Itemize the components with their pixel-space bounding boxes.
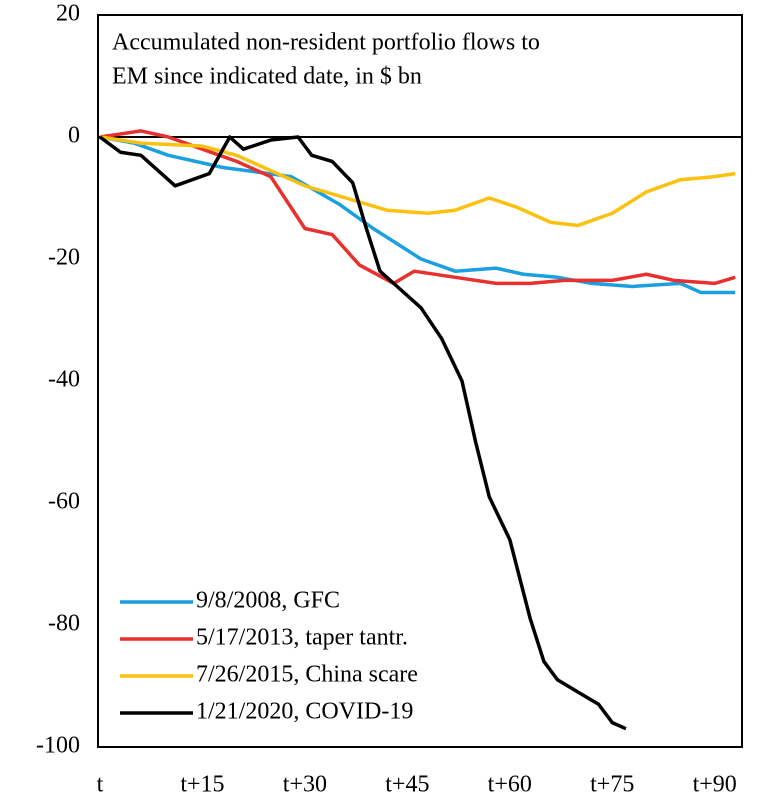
legend-label: 5/17/2013, taper tantr. [196,625,408,651]
series-line [99,135,736,228]
x-tick-label: t+15 [180,772,224,798]
y-tick-label: -40 [48,367,80,393]
series-line [98,135,627,731]
chart-title: Accumulated non-resident portfolio flows… [112,30,540,56]
legend-label: 1/21/2020, COVID-19 [196,699,413,725]
legend-label: 7/26/2015, China scare [196,662,418,688]
y-tick-label: 20 [56,1,80,27]
x-tick-label: t+45 [385,772,429,798]
plot-frame [97,14,743,748]
x-tick-label: t+75 [590,772,634,798]
y-tick-label: -100 [36,733,80,759]
series-line [99,129,736,286]
y-tick-label: 0 [68,123,80,149]
chart-subtitle: EM since indicated date, in $ bn [112,64,422,90]
y-tick-label: -20 [48,245,80,271]
x-tick-label: t+30 [283,772,327,798]
legend-label: 9/8/2008, GFC [196,588,340,614]
y-tick-label: -60 [48,489,80,515]
x-tick-label: t+90 [693,772,737,798]
x-tick-label: t+60 [488,772,532,798]
y-tick-label: -80 [48,611,80,637]
x-tick-label: t [97,772,104,798]
series-line [99,135,736,295]
